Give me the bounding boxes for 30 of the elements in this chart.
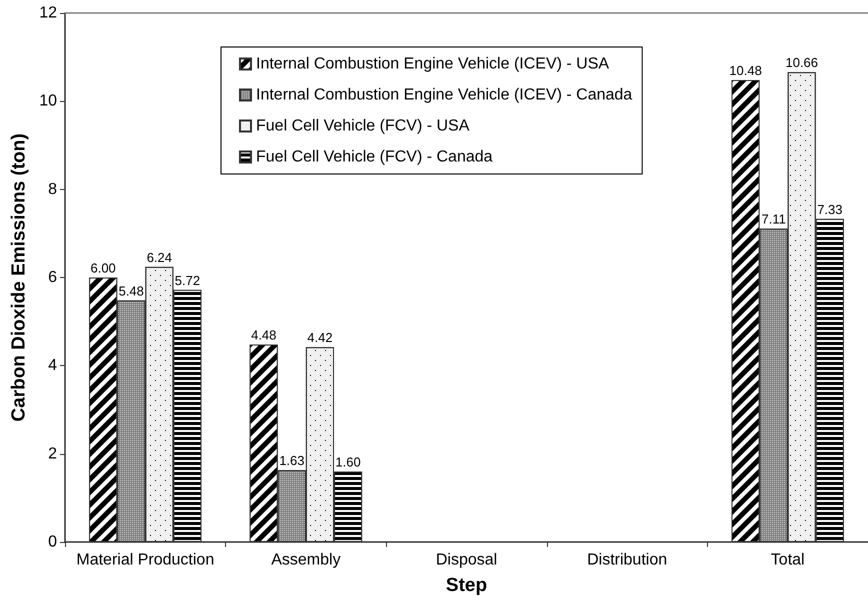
y-tick-label: 8 xyxy=(48,180,58,198)
data-label: 4.48 xyxy=(251,328,276,343)
y-tick-label: 12 xyxy=(39,4,58,22)
legend-label: Internal Combustion Engine Vehicle (ICEV) - Canada xyxy=(256,86,632,104)
x-tick-label: Assembly xyxy=(271,552,341,568)
data-label: 1.63 xyxy=(279,453,305,468)
data-label: 1.60 xyxy=(335,454,361,470)
data-label: 7.11 xyxy=(761,212,786,227)
data-label: 7.33 xyxy=(817,202,843,217)
y-tick-label: 2 xyxy=(48,445,58,462)
data-label: 6.00 xyxy=(90,260,116,276)
data-label: 4.42 xyxy=(307,330,333,346)
x-tick-label: Distribution xyxy=(587,552,668,568)
x-tick-label: Disposal xyxy=(436,552,498,568)
data-label: 10.66 xyxy=(785,55,818,70)
legend-label: Internal Combustion Engine Vehicle (ICEV) - USA xyxy=(256,56,610,72)
y-axis-title: Carbon Dioxide Emissions (ton) xyxy=(8,133,30,422)
data-label: 5.48 xyxy=(118,283,144,298)
data-label: 10.48 xyxy=(729,63,762,78)
x-tick-label: Total xyxy=(770,552,805,568)
legend-label: Fuel Cell Vehicle (FCV) - USA xyxy=(256,118,470,134)
y-tick-label: 0 xyxy=(48,534,58,550)
y-tick-label: 4 xyxy=(48,357,58,374)
y-tick-label: 10 xyxy=(39,92,58,110)
legend-label: Fuel Cell Vehicle (FCV) - Canada xyxy=(256,148,493,166)
data-label: 5.72 xyxy=(174,272,200,288)
x-tick-label: Material Production xyxy=(76,552,214,568)
y-tick-label: 6 xyxy=(48,269,58,286)
x-axis-title: Step xyxy=(446,575,488,596)
data-label: 6.24 xyxy=(146,250,172,265)
